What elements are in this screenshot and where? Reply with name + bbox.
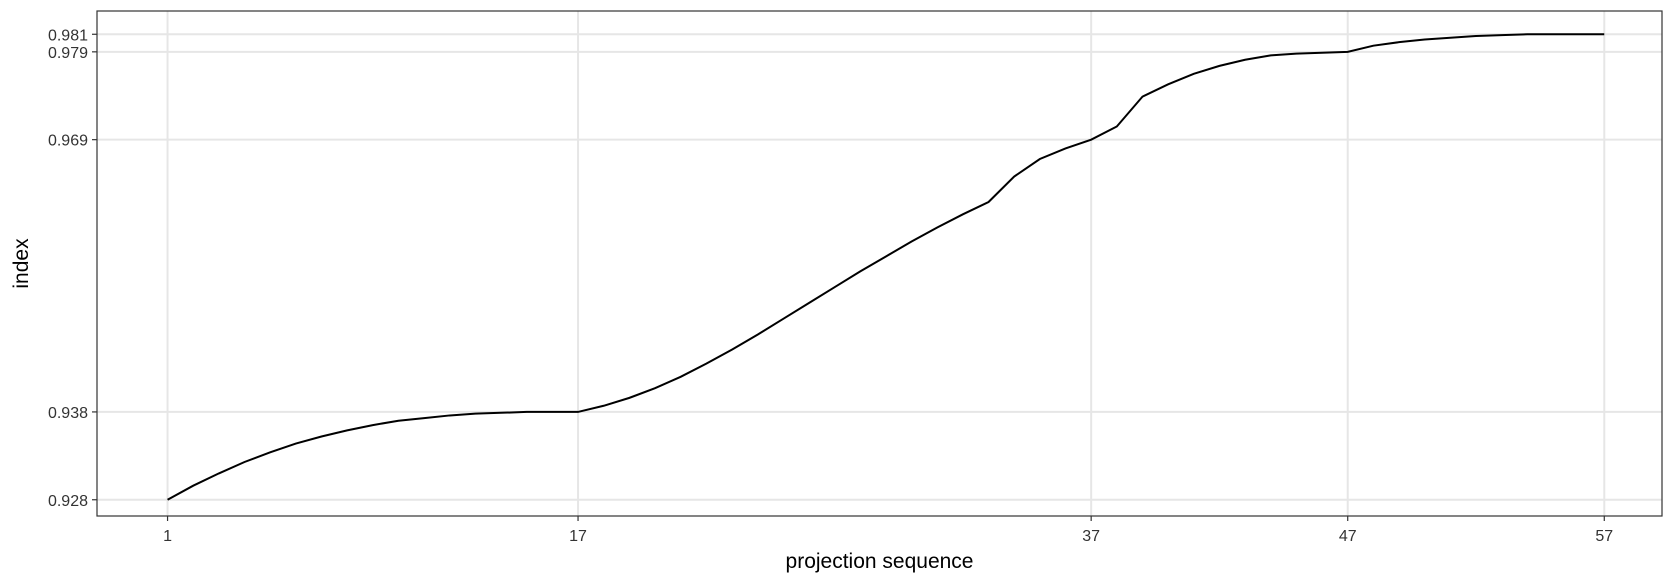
x-tick-label: 1 [163,528,172,545]
y-tick-label: 0.938 [48,405,88,422]
y-tick-label: 0.928 [48,493,88,510]
x-axis-title: projection sequence [786,550,974,573]
y-tick-label: 0.969 [48,133,88,150]
x-gridlines [166,11,1606,516]
x-tick-label: 17 [569,528,587,545]
series-line [167,33,1605,501]
x-axis-ticks: 1 17 37 47 57 [163,516,1613,545]
y-gridlines [97,33,1662,501]
x-tick-label: 47 [1339,528,1357,545]
x-tick-label: 37 [1082,528,1100,545]
y-tick-label: 0.981 [48,27,88,44]
x-tick-label: 57 [1595,528,1613,545]
y-tick-label: 0.979 [48,45,88,62]
plot-panel-border [96,10,1663,517]
y-axis-title: index [10,238,33,289]
